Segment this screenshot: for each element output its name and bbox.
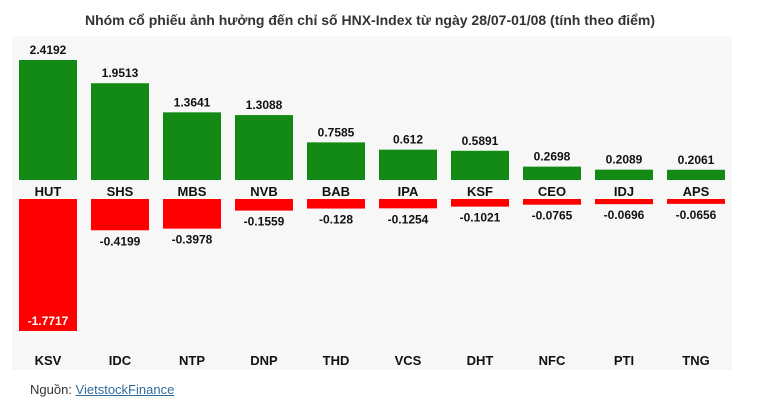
chart-title: Nhóm cổ phiếu ảnh hưởng đến chỉ số HNX-I… xyxy=(84,12,656,28)
positive-bar xyxy=(19,60,77,181)
negative-category-label: NFC xyxy=(539,353,566,368)
positive-bar xyxy=(307,142,365,180)
positive-value-label: 1.3641 xyxy=(174,95,211,109)
negative-bar xyxy=(307,199,365,209)
negative-bar xyxy=(451,199,509,207)
positive-bar xyxy=(235,115,293,180)
positive-category-label: APS xyxy=(683,184,710,199)
negative-value-label: -0.1021 xyxy=(460,211,501,225)
positive-value-label: 1.3088 xyxy=(246,98,283,112)
positive-bar xyxy=(163,112,221,180)
negative-category-label: TNG xyxy=(682,353,709,368)
negative-category-label: THD xyxy=(323,353,350,368)
positive-bar xyxy=(451,150,509,180)
source-line: Nguồn: VietstockFinance xyxy=(30,382,174,397)
source-link[interactable]: VietstockFinance xyxy=(75,382,175,397)
negative-bar xyxy=(667,199,725,204)
positive-value-label: 1.9513 xyxy=(102,66,139,80)
negative-category-label: VCS xyxy=(395,353,422,368)
positive-value-label: 0.2061 xyxy=(678,153,715,167)
negative-value-label: -0.0696 xyxy=(604,208,645,222)
negative-category-label: NTP xyxy=(179,353,205,368)
negative-bar xyxy=(91,199,149,231)
positive-category-label: MBS xyxy=(178,184,207,199)
positive-category-label: HUT xyxy=(35,184,62,199)
positive-value-label: 0.7585 xyxy=(318,125,355,139)
negative-value-label: -0.0765 xyxy=(532,209,573,223)
positive-category-label: CEO xyxy=(538,184,566,199)
positive-value-label: 0.612 xyxy=(393,133,423,147)
negative-bar xyxy=(379,199,437,209)
positive-value-label: 2.4192 xyxy=(30,43,67,57)
negative-value-label: -0.1254 xyxy=(388,212,429,226)
source-prefix: Nguồn: xyxy=(30,382,76,397)
positive-category-label: SHS xyxy=(107,184,134,199)
positive-bar xyxy=(379,149,437,180)
negative-value-label: -0.4199 xyxy=(100,234,141,248)
negative-category-label: IDC xyxy=(109,353,132,368)
negative-bar xyxy=(235,199,293,211)
negative-category-label: PTI xyxy=(614,353,634,368)
positive-bar xyxy=(91,83,149,180)
positive-value-label: 0.5891 xyxy=(462,134,499,148)
positive-value-label: 0.2089 xyxy=(606,153,643,167)
positive-value-label: 0.2698 xyxy=(534,150,571,164)
positive-category-label: IDJ xyxy=(614,184,634,199)
negative-value-label: -1.7717 xyxy=(28,314,69,328)
negative-category-label: DHT xyxy=(467,353,494,368)
positive-category-label: IPA xyxy=(398,184,419,199)
negative-value-label: -0.128 xyxy=(319,213,353,227)
negative-value-label: -0.3978 xyxy=(172,233,213,247)
positive-bar xyxy=(523,166,581,180)
negative-bar xyxy=(595,199,653,205)
negative-bar xyxy=(523,199,581,205)
positive-bar xyxy=(667,169,725,180)
negative-bar xyxy=(163,199,221,229)
negative-category-label: KSV xyxy=(35,353,62,368)
negative-category-label: DNP xyxy=(250,353,278,368)
negative-bar xyxy=(19,199,77,331)
negative-value-label: -0.1559 xyxy=(244,215,285,229)
positive-category-label: BAB xyxy=(322,184,350,199)
positive-category-label: KSF xyxy=(467,184,493,199)
positive-bar xyxy=(595,169,653,180)
negative-value-label: -0.0656 xyxy=(676,208,717,222)
positive-category-label: NVB xyxy=(250,184,277,199)
